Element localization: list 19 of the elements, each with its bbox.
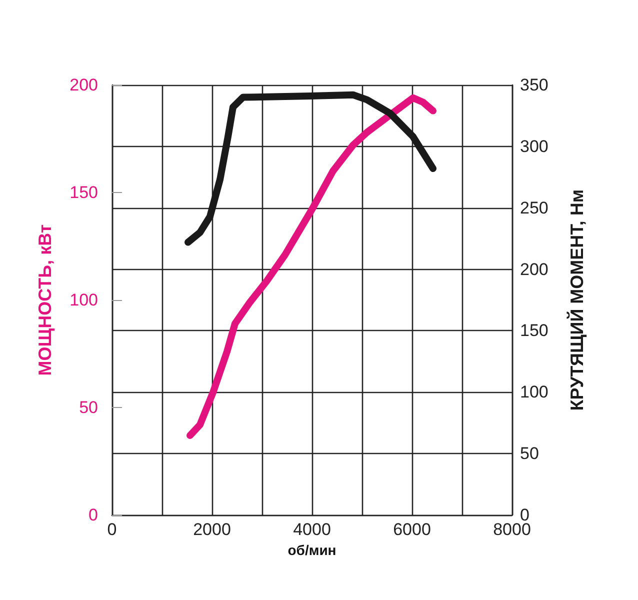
y2-tick-label: 300: [520, 136, 548, 156]
y-axis-title: МОЩНОСТЬ, кВт: [35, 224, 55, 376]
y2-tick-label: 200: [520, 260, 548, 279]
y2-tick-label: 150: [520, 321, 548, 340]
y2-tick-label: 250: [520, 198, 548, 218]
y2-tick-label: 50: [520, 444, 539, 464]
y2-axis-title: КРУТЯЩИЙ МОМЕНТ, Нм: [566, 189, 587, 411]
x-axis-title: об/мин: [288, 542, 336, 558]
y-tick-label: 200: [70, 76, 98, 94]
x-tick-label: 4000: [293, 520, 331, 539]
x-tick-label: 6000: [393, 520, 431, 539]
y-tick-label: 150: [70, 183, 98, 202]
x-tick-label: 0: [107, 520, 117, 539]
y-tick-label: 100: [70, 290, 98, 310]
y2-tick-label: 350: [520, 76, 548, 94]
y-tick-label: 0: [88, 506, 98, 524]
y-tick-label: 50: [79, 398, 98, 417]
x-tick-label: 2000: [193, 520, 231, 539]
y2-tick-label: 100: [520, 382, 548, 402]
